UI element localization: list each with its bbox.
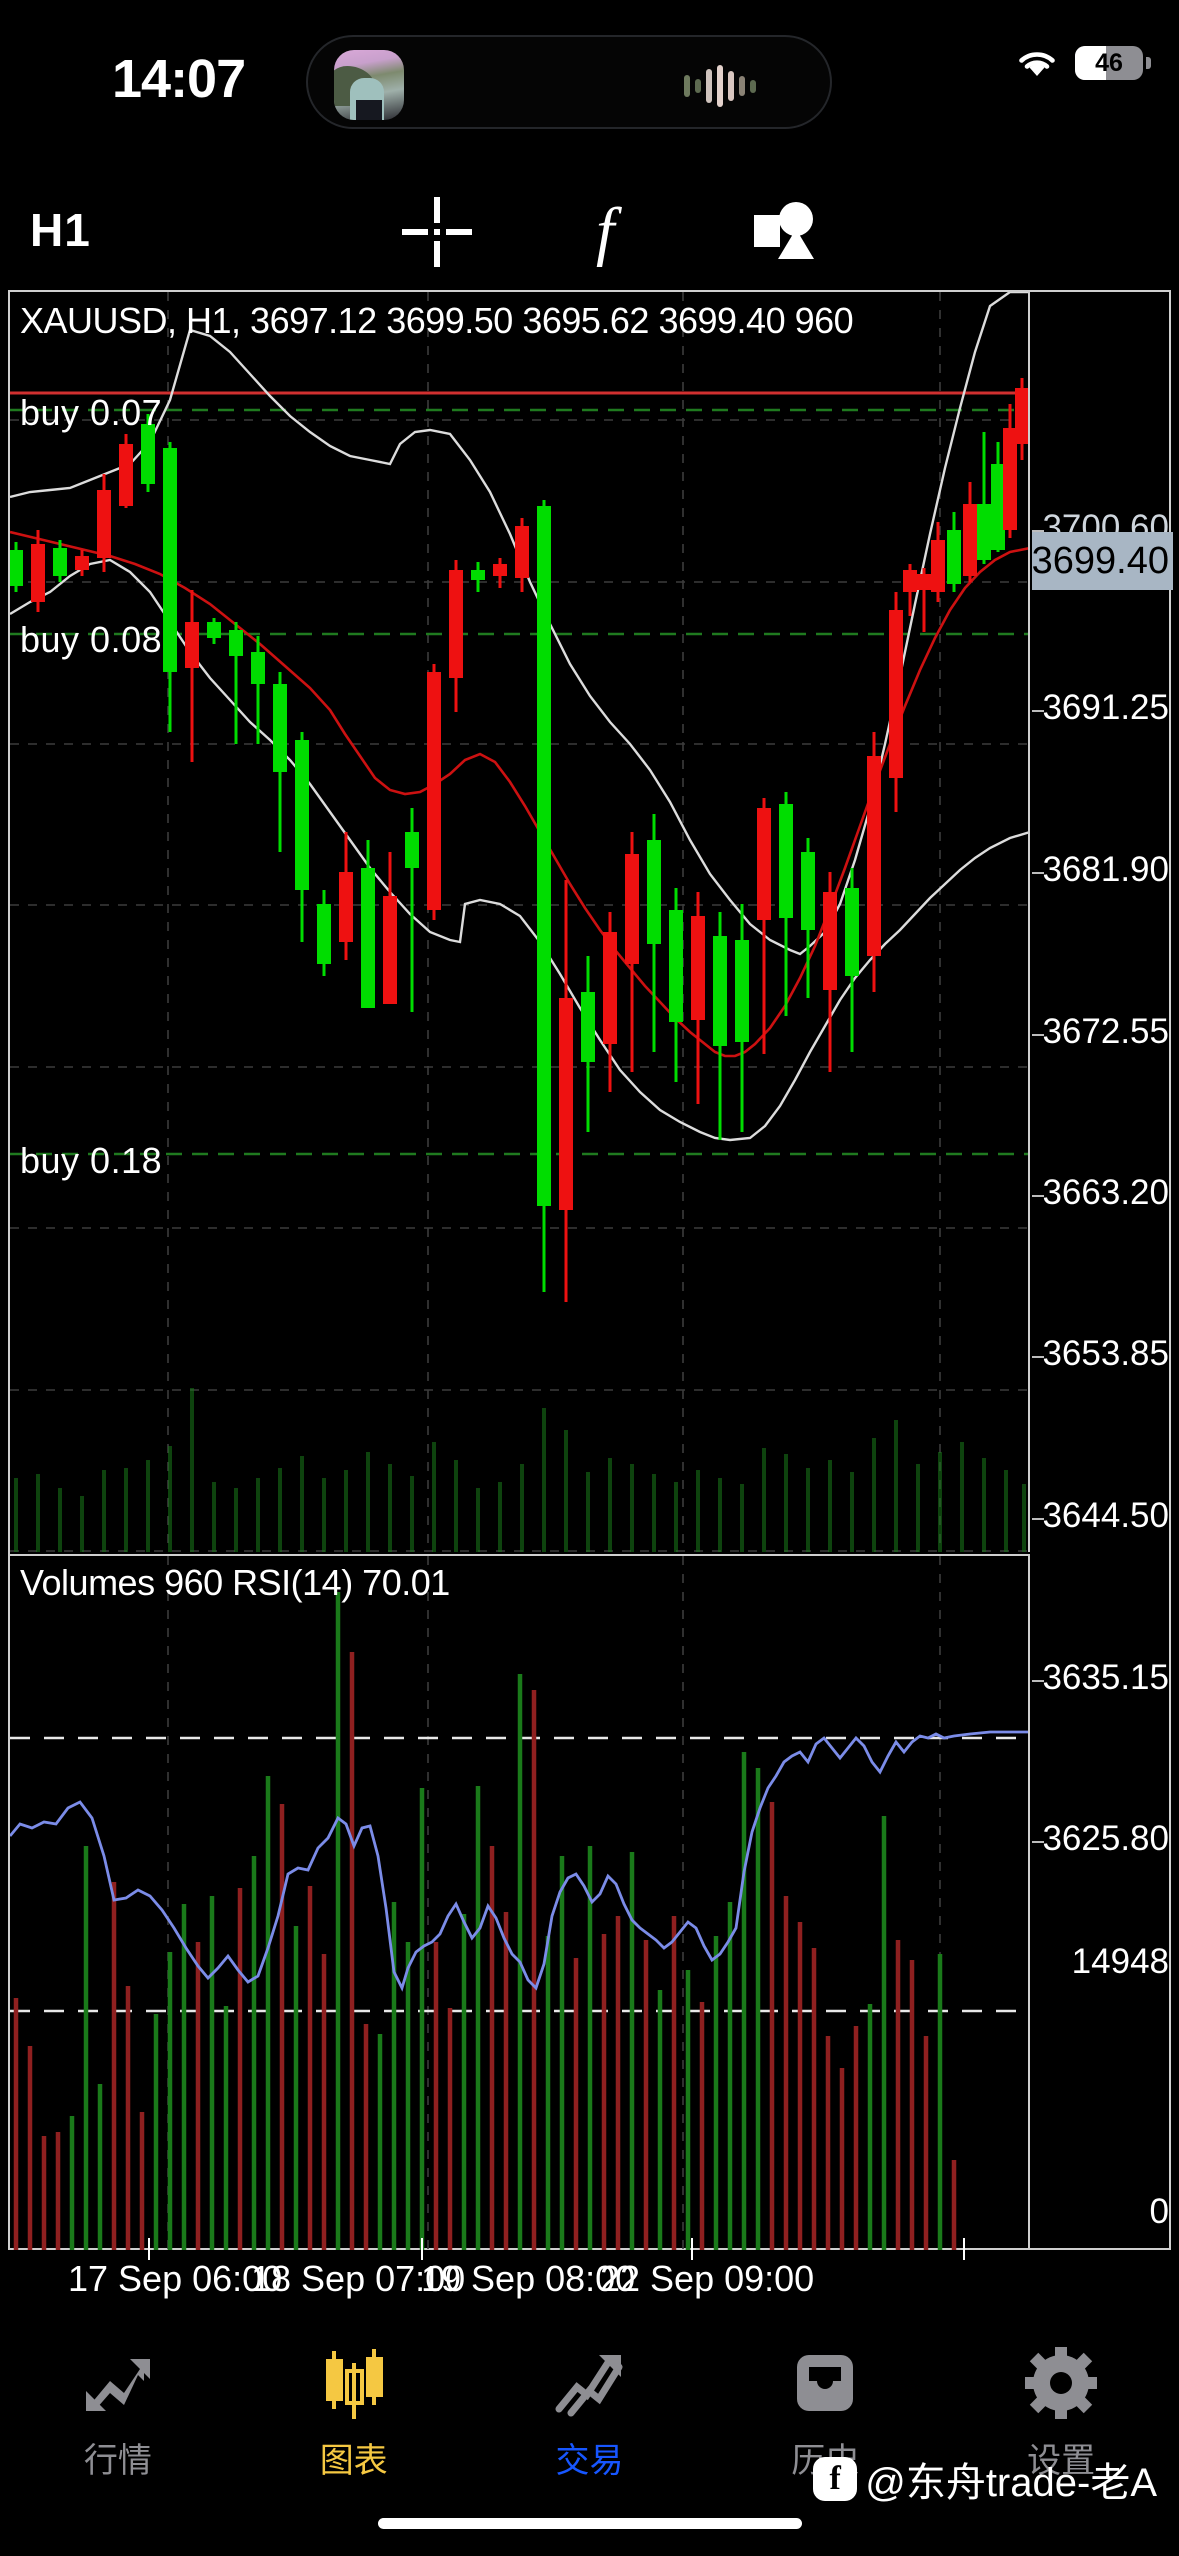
price-axis-label-9: 3625.80 [1042,1819,1169,1858]
crosshair-icon[interactable] [400,195,474,269]
indicators-function-icon[interactable]: f [574,195,648,269]
nav-item-settings[interactable]: 设置 [943,2325,1179,2505]
trade-arrow-icon [551,2347,627,2423]
dynamic-island[interactable] [306,35,832,129]
chart-header-text: XAUUSD, H1, 3697.12 3699.50 3695.62 3699… [20,300,854,341]
nav-label-trade: 交易 [555,2442,624,2480]
nav-item-quotes[interactable]: 行情 [0,2325,236,2505]
price-axis-label-5: 3663.20 [1042,1173,1169,1212]
price-axis-label-8: 3635.15 [1042,1658,1169,1697]
time-axis: 17 Sep 06:00 18 Sep 07:00 19 Sep 08:00 2… [8,2238,1171,2310]
audio-waveform-icon [684,65,772,107]
watermark-text: @东舟trade-老A [865,2461,1157,2505]
battery-level-label: 46 [1095,48,1123,77]
nav-item-trade[interactable]: 交易 [472,2325,708,2505]
position-label-buy-018[interactable]: buy 0.18 [20,1140,163,1181]
wifi-icon [1015,47,1059,79]
indicator-axis-label-min: 0 [1149,2192,1169,2231]
price-axis-label-7: 3644.50 [1042,1496,1169,1535]
battery-indicator: 46 [1075,46,1151,80]
time-axis-label-2: 18 Sep 07:00 [251,2258,466,2299]
facebook-icon: f [813,2457,858,2501]
price-axis-label-6: 3653.85 [1042,1334,1169,1373]
position-label-buy-007[interactable]: buy 0.07 [20,392,163,433]
charts-candles-icon [316,2347,392,2423]
nav-label-charts: 图表 [319,2442,388,2480]
price-axis-label-2: 3691.25 [1042,688,1169,727]
settings-gear-icon [1023,2347,1099,2423]
watermark: f @东舟trade-老A [813,2450,1157,2508]
price-axis-label-3: 3681.90 [1042,850,1169,889]
chart-toolbar: H1 f [0,175,1179,285]
quotes-arrows-icon [80,2347,156,2423]
status-bar: 14:07 46 [0,0,1179,160]
bottom-navigation: 行情 图表 交易 [0,2325,1179,2505]
price-pane[interactable]: XAUUSD, H1, 3697.12 3699.50 3695.62 3699… [10,292,1030,1552]
timeframe-button[interactable]: H1 [30,204,91,256]
volumes-rsi-plot [10,1556,1028,2250]
objects-icon[interactable] [748,195,822,269]
history-box-icon [787,2347,863,2423]
status-bar-right-cluster: 46 [1015,46,1151,80]
home-indicator[interactable] [378,2518,802,2529]
status-bar-time: 14:07 [112,49,246,109]
current-price-badge: 3699.40 [1032,532,1173,590]
nav-item-charts[interactable]: 图表 [236,2325,472,2505]
time-axis-label-1: 17 Sep 06:00 [68,2258,283,2299]
indicator-pane[interactable]: Volumes 960 RSI(14) 70.01 [10,1554,1030,2250]
position-label-buy-008[interactable]: buy 0.08 [20,619,163,660]
nav-label-settings: 设置 [1027,2442,1096,2480]
dynamic-island-avatar [334,50,404,120]
time-axis-label-4: 22 Sep 09:00 [600,2258,815,2299]
candlestick-plot [10,292,1028,1552]
chart-area[interactable]: XAUUSD, H1, 3697.12 3699.50 3695.62 3699… [8,290,1173,2250]
price-axis[interactable]: 3700.60 3699.40 3691.25 3681.90 3672.55 … [1032,292,1173,2250]
time-axis-label-3: 19 Sep 08:00 [421,2258,636,2299]
indicator-header-text: Volumes 960 RSI(14) 70.01 [20,1562,450,1603]
svg-text:f: f [596,195,622,268]
nav-label-quotes: 行情 [83,2442,152,2480]
indicator-axis-label-max: 14948 [1071,1942,1169,1981]
price-axis-label-4: 3672.55 [1042,1012,1169,1051]
